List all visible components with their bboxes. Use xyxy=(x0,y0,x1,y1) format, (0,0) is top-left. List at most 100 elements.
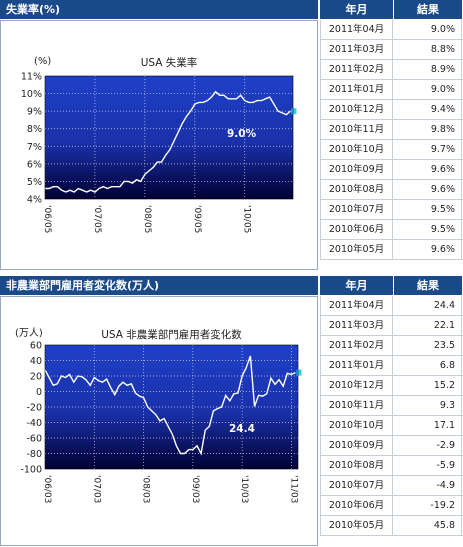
row-value: 15.2 xyxy=(394,376,462,395)
table-row: 2010年09月 9.6% xyxy=(320,160,463,180)
x-tick-label: '07/05 xyxy=(92,205,102,233)
row-value: 9.8% xyxy=(394,120,462,139)
table-row: 2011年04月 24.4 xyxy=(320,296,463,316)
table-row: 2010年09月 -2.9 xyxy=(320,436,463,456)
y-axis-label: (%) xyxy=(34,56,51,67)
y-tick-label: -60 xyxy=(26,434,42,445)
row-value: 24.4 xyxy=(394,296,462,315)
y-tick-label: 10% xyxy=(21,89,42,100)
row-value: 9.7% xyxy=(394,140,462,159)
table-row: 2010年12月 9.4% xyxy=(320,100,463,120)
plot-frame xyxy=(44,75,294,200)
row-value: 8.9% xyxy=(394,60,462,79)
table-row: 2010年11月 9.3 xyxy=(320,396,463,416)
x-tick-label: '11/03 xyxy=(288,475,298,503)
row-value: 6.8 xyxy=(394,356,462,375)
row-value: 9.5% xyxy=(394,220,462,239)
x-tick-label: '06/03 xyxy=(42,475,52,503)
row-month: 2010年09月 xyxy=(320,160,393,179)
y-tick-label: -100 xyxy=(20,465,42,476)
table-row: 2010年10月 9.7% xyxy=(320,140,463,160)
payrolls-chart-svg: USA 非農業部門雇用者変化数 (万人) -100 -80 -60 -40 -20 0 20 40… xyxy=(15,327,302,503)
row-month: 2010年09月 xyxy=(320,436,393,455)
row-value: 9.5% xyxy=(394,200,462,219)
column-header-month: 年月 xyxy=(320,276,393,295)
row-month: 2010年08月 xyxy=(320,180,393,199)
row-month: 2010年06月 xyxy=(320,220,393,239)
y-tick-label: 5% xyxy=(27,177,42,188)
y-tick-label: 7% xyxy=(27,142,42,153)
table-row: 2010年06月 9.5% xyxy=(320,220,463,240)
y-tick-label: 40 xyxy=(30,356,42,367)
column-header-value: 結果 xyxy=(394,276,462,295)
x-tick-label: '10/03 xyxy=(239,475,249,503)
payrolls-table: 2011年04月 24.4 2011年03月 22.1 2011年02月 23.5 2011… xyxy=(320,296,463,536)
column-header-value: 結果 xyxy=(394,0,462,19)
table-row: 2011年04月 9.0% xyxy=(320,20,463,40)
plot-area xyxy=(45,76,293,199)
table-row: 2010年05月 9.6% xyxy=(320,240,463,260)
table-row: 2011年02月 23.5 xyxy=(320,336,463,356)
row-month: 2011年04月 xyxy=(320,20,393,39)
table-row: 2010年07月 9.5% xyxy=(320,200,463,220)
table-row: 2011年01月 9.0% xyxy=(320,80,463,100)
unemployment-chart: USA 失業率 (%) 4% 5% 6% 7% 8% 9% 10% 11% '06/05 '07/05… xyxy=(0,20,318,270)
row-month: 2010年05月 xyxy=(320,240,393,259)
series-line xyxy=(44,355,296,456)
column-header-month: 年月 xyxy=(320,0,393,19)
row-month: 2010年08月 xyxy=(320,456,393,475)
table-row: 2010年05月 45.8 xyxy=(320,516,463,536)
row-value: 8.8% xyxy=(394,40,462,59)
table-row: 2011年02月 8.9% xyxy=(320,60,463,80)
row-value: 9.6% xyxy=(394,160,462,179)
y-tick-label: 4% xyxy=(27,195,42,206)
y-tick-label: 20 xyxy=(30,372,42,383)
table-row: 2010年11月 9.8% xyxy=(320,120,463,140)
y-tick-label: -80 xyxy=(26,449,42,460)
table-row: 2010年08月 -5.9 xyxy=(320,456,463,476)
y-tick-label: 8% xyxy=(27,124,42,135)
row-month: 2011年01月 xyxy=(320,356,393,375)
last-value-annotation: 9.0% xyxy=(227,128,257,140)
x-tick-label: '06/05 xyxy=(42,205,52,233)
row-month: 2010年07月 xyxy=(320,200,393,219)
last-value-marker xyxy=(296,369,302,376)
row-value: 17.1 xyxy=(394,416,462,435)
y-tick-label: 0 xyxy=(36,387,42,398)
row-month: 2010年06月 xyxy=(320,496,393,515)
row-value: 9.6% xyxy=(394,180,462,199)
row-value: 9.6% xyxy=(394,240,462,259)
row-value: 9.3 xyxy=(394,396,462,415)
row-value: 9.0% xyxy=(394,20,462,39)
y-tick-label: 9% xyxy=(27,107,42,118)
last-value-marker xyxy=(291,108,297,115)
row-value: 23.5 xyxy=(394,336,462,355)
row-month: 2010年10月 xyxy=(320,416,393,435)
row-month: 2010年11月 xyxy=(320,396,393,415)
y-axis-label: (万人) xyxy=(15,327,43,339)
table-row: 2011年01月 6.8 xyxy=(320,356,463,376)
x-tick-label: '08/05 xyxy=(142,205,152,233)
row-value: 45.8 xyxy=(394,516,462,535)
unemployment-table: 2011年04月 9.0% 2011年03月 8.8% 2011年02月 8.9% 2011… xyxy=(320,20,463,260)
row-value: -2.9 xyxy=(394,436,462,455)
table-row: 2010年08月 9.6% xyxy=(320,180,463,200)
y-tick-label: 6% xyxy=(27,159,42,170)
row-month: 2010年07月 xyxy=(320,476,393,495)
x-tick-label: '10/05 xyxy=(242,205,252,233)
row-value: -4.9 xyxy=(394,476,462,495)
row-month: 2010年12月 xyxy=(320,376,393,395)
row-month: 2011年03月 xyxy=(320,40,393,59)
last-value-annotation: 24.4 xyxy=(229,423,255,435)
payrolls-chart: USA 非農業部門雇用者変化数 (万人) -100 -80 -60 -40 -20 0 20 40… xyxy=(0,296,318,546)
table-row: 2010年12月 15.2 xyxy=(320,376,463,396)
row-month: 2010年11月 xyxy=(320,120,393,139)
y-tick-label: -20 xyxy=(26,403,42,414)
row-value: -19.2 xyxy=(394,496,462,515)
row-value: 9.0% xyxy=(394,80,462,99)
row-value: 22.1 xyxy=(394,316,462,335)
table-row: 2010年07月 -4.9 xyxy=(320,476,463,496)
table-row: 2011年03月 22.1 xyxy=(320,316,463,336)
chart-title: USA 失業率 xyxy=(141,56,198,69)
row-month: 2011年04月 xyxy=(320,296,393,315)
